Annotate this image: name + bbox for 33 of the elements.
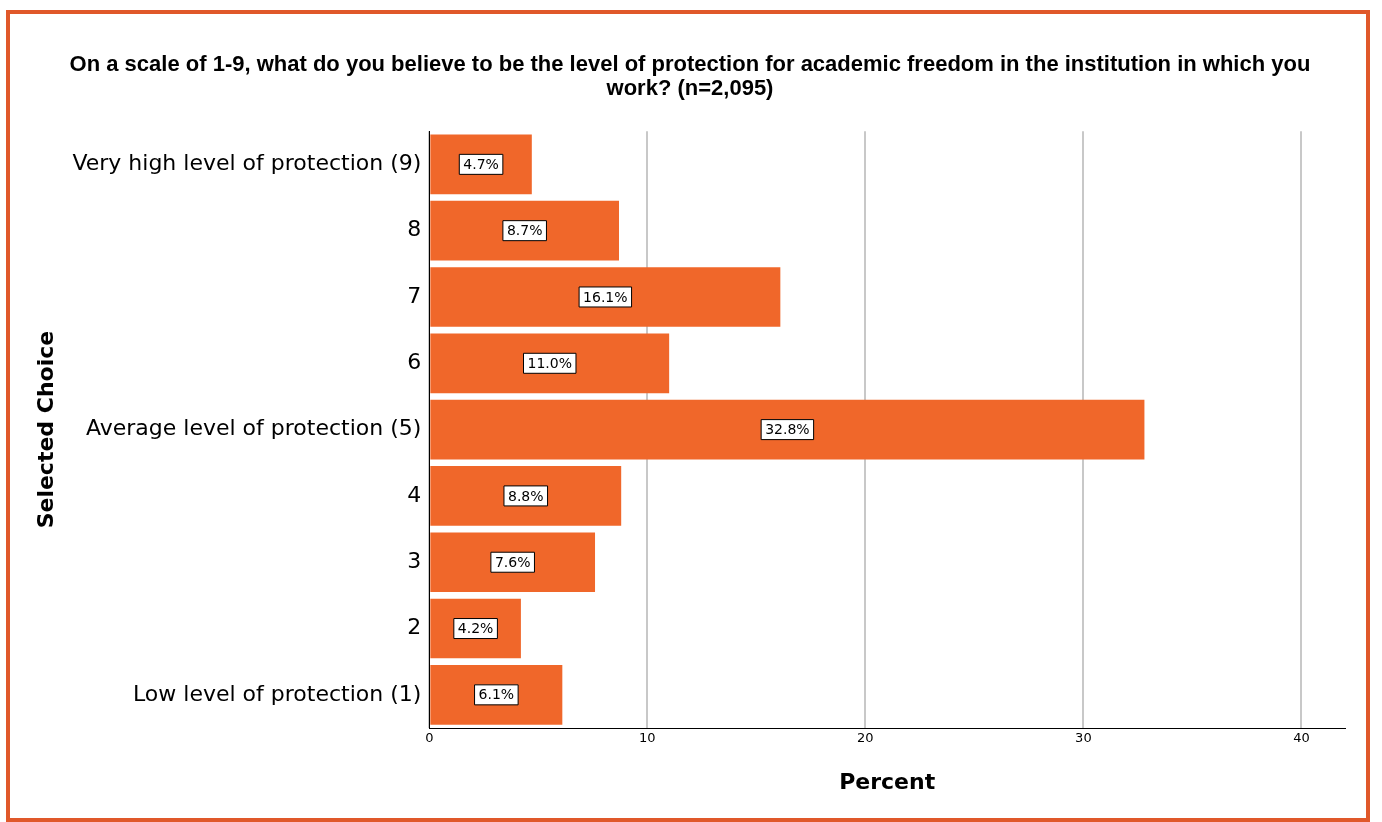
bar — [430, 267, 781, 327]
bar — [430, 333, 670, 394]
bar — [430, 399, 1145, 460]
x-axis-title: Percent — [839, 768, 936, 794]
y-tick-label: 2 — [407, 614, 422, 640]
y-tick-label: 8 — [407, 216, 422, 242]
data-label: 8.8% — [507, 487, 544, 504]
data-label: 4.2% — [457, 620, 494, 637]
y-tick-label: 6 — [407, 349, 422, 375]
data-label: 11.0% — [527, 354, 572, 371]
y-tick-label: Low level of protection (1) — [132, 680, 422, 706]
bar — [430, 200, 620, 261]
x-tick-label: 10 — [639, 730, 656, 746]
data-label: 32.8% — [765, 421, 810, 438]
bar — [430, 466, 622, 526]
y-tick-label: Average level of protection (5) — [85, 415, 422, 441]
data-label: 4.7% — [463, 156, 499, 172]
x-tick-label: 40 — [1293, 730, 1310, 746]
y-tick-label: 3 — [407, 547, 422, 573]
data-label: 6.1% — [478, 686, 515, 703]
y-axis-title: Selected Choice — [32, 330, 58, 529]
x-tick-label: 0 — [425, 730, 434, 746]
data-label: 16.1% — [583, 288, 628, 305]
data-label: 7.6% — [494, 553, 531, 570]
y-tick-label: 7 — [407, 282, 422, 308]
y-tick-label: Very high level of protection (9) — [72, 150, 422, 176]
bar — [430, 665, 563, 725]
x-tick-label: 30 — [1075, 730, 1092, 746]
data-label: 8.7% — [506, 222, 543, 239]
x-tick-label: 20 — [857, 730, 874, 746]
chart-title: On a scale of 1-9, what do you believe to be the level of protection for academic freedom in the institution in which you work? (n=2,095) — [68, 51, 1312, 100]
y-tick-label: 4 — [407, 481, 422, 507]
bar — [430, 532, 596, 593]
